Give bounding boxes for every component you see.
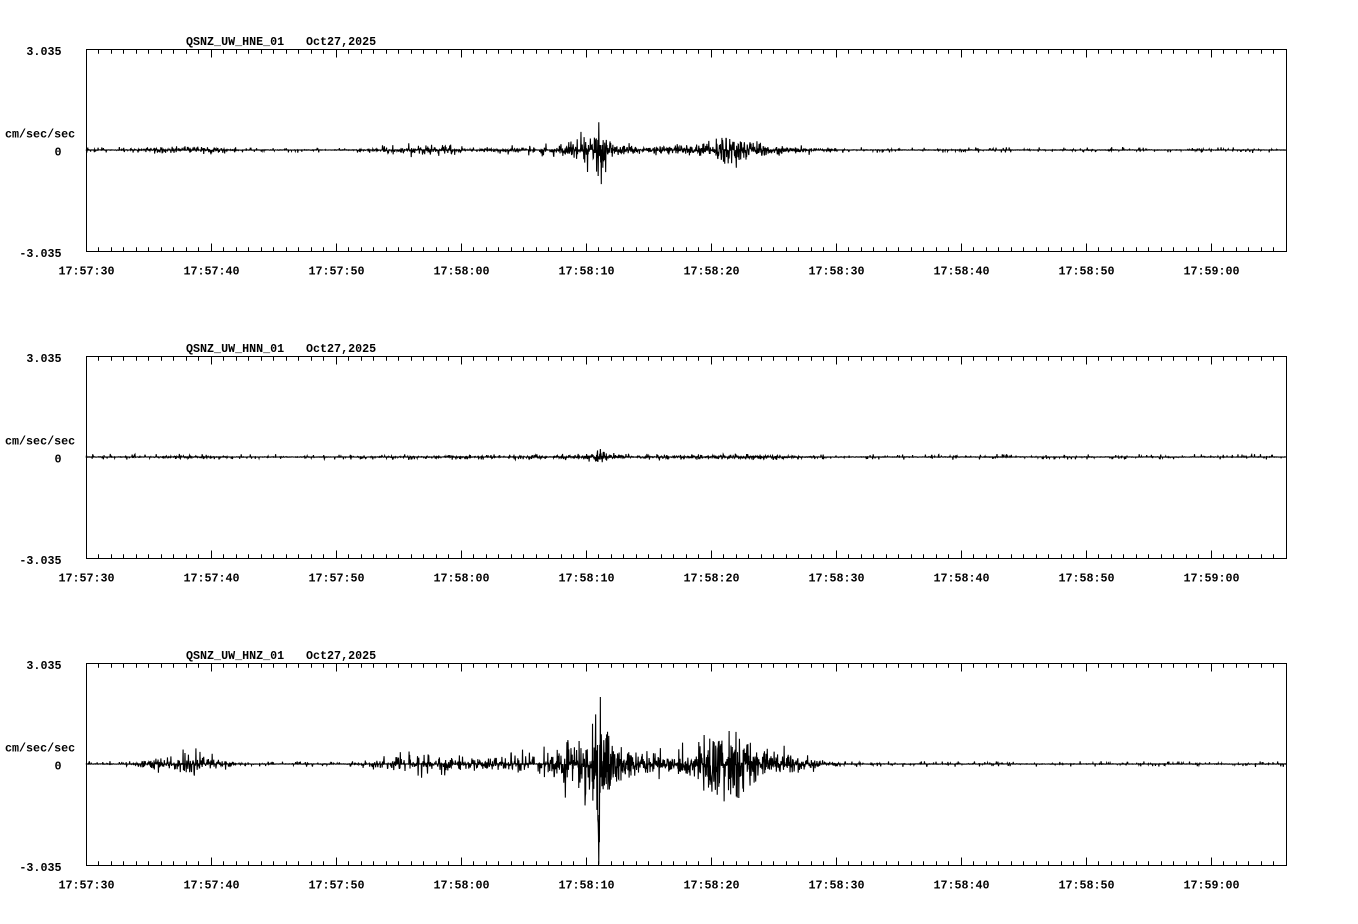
- svg-text:17:58:30: 17:58:30: [808, 572, 864, 586]
- svg-text:17:58:40: 17:58:40: [933, 572, 989, 586]
- svg-text:QSNZ_UW_HNE_01: QSNZ_UW_HNE_01: [186, 35, 284, 49]
- svg-text:cm/sec/sec: cm/sec/sec: [5, 435, 75, 449]
- svg-text:17:57:50: 17:57:50: [308, 572, 364, 586]
- svg-text:17:58:30: 17:58:30: [808, 265, 864, 279]
- svg-text:17:58:50: 17:58:50: [1058, 572, 1114, 586]
- svg-text:17:58:30: 17:58:30: [808, 879, 864, 893]
- svg-text:17:58:40: 17:58:40: [933, 265, 989, 279]
- svg-text:17:58:50: 17:58:50: [1058, 265, 1114, 279]
- svg-text:17:58:10: 17:58:10: [558, 572, 614, 586]
- svg-text:17:59:00: 17:59:00: [1183, 265, 1239, 279]
- svg-text:17:58:10: 17:58:10: [558, 265, 614, 279]
- svg-text:-3.035: -3.035: [19, 861, 61, 875]
- svg-text:17:57:40: 17:57:40: [183, 879, 239, 893]
- svg-text:17:59:00: 17:59:00: [1183, 879, 1239, 893]
- svg-text:QSNZ_UW_HNN_01: QSNZ_UW_HNN_01: [186, 342, 284, 356]
- svg-text:3.035: 3.035: [26, 352, 61, 366]
- svg-text:QSNZ_UW_HNZ_01: QSNZ_UW_HNZ_01: [186, 649, 284, 663]
- svg-text:17:57:40: 17:57:40: [183, 265, 239, 279]
- svg-text:0: 0: [54, 760, 61, 774]
- svg-text:17:57:30: 17:57:30: [58, 265, 114, 279]
- svg-text:17:57:50: 17:57:50: [308, 879, 364, 893]
- svg-text:-3.035: -3.035: [19, 247, 61, 261]
- svg-text:17:58:20: 17:58:20: [683, 265, 739, 279]
- svg-text:17:57:30: 17:57:30: [58, 879, 114, 893]
- svg-text:-3.035: -3.035: [19, 554, 61, 568]
- svg-text:0: 0: [54, 453, 61, 467]
- svg-text:cm/sec/sec: cm/sec/sec: [5, 128, 75, 142]
- svg-text:17:58:20: 17:58:20: [683, 879, 739, 893]
- svg-text:0: 0: [54, 146, 61, 160]
- svg-text:17:57:40: 17:57:40: [183, 572, 239, 586]
- svg-text:Oct27,2025: Oct27,2025: [306, 342, 376, 356]
- svg-text:17:57:30: 17:57:30: [58, 572, 114, 586]
- svg-text:17:58:00: 17:58:00: [433, 572, 489, 586]
- svg-text:17:59:00: 17:59:00: [1183, 572, 1239, 586]
- svg-text:3.035: 3.035: [26, 45, 61, 59]
- svg-text:cm/sec/sec: cm/sec/sec: [5, 742, 75, 756]
- svg-text:17:58:00: 17:58:00: [433, 879, 489, 893]
- svg-text:17:57:50: 17:57:50: [308, 265, 364, 279]
- svg-text:Oct27,2025: Oct27,2025: [306, 649, 376, 663]
- svg-text:17:58:10: 17:58:10: [558, 879, 614, 893]
- svg-text:17:58:20: 17:58:20: [683, 572, 739, 586]
- svg-text:17:58:00: 17:58:00: [433, 265, 489, 279]
- svg-text:17:58:50: 17:58:50: [1058, 879, 1114, 893]
- svg-text:17:58:40: 17:58:40: [933, 879, 989, 893]
- svg-text:Oct27,2025: Oct27,2025: [306, 35, 376, 49]
- svg-text:3.035: 3.035: [26, 659, 61, 673]
